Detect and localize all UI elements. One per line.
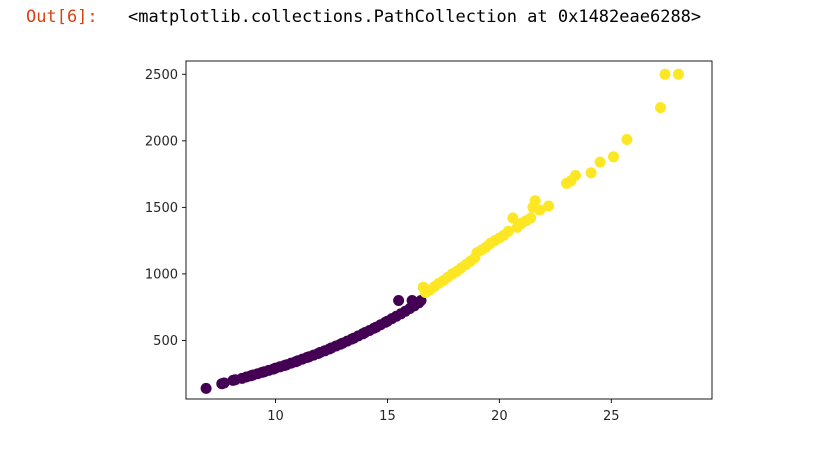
axes-layer: 10 15 20 25 500 1000 1500 2000 2500 — [145, 68, 620, 424]
y-tick-label-3: 2000 — [145, 134, 178, 149]
scatter-point-83 — [534, 204, 546, 216]
x-tick-label-2: 20 — [491, 409, 508, 424]
y-tick-label-2: 1500 — [145, 201, 178, 216]
y-tick-label-0: 500 — [153, 334, 178, 349]
points-layer — [200, 68, 684, 394]
scatter-point-87 — [570, 169, 581, 181]
x-tick-label-1: 15 — [379, 409, 396, 424]
x-tick-label-3: 25 — [603, 409, 620, 424]
output-text: <matplotlib.collections.PathCollection a… — [128, 7, 702, 27]
scatter-point-0 — [200, 382, 212, 394]
scatter-point-94 — [672, 68, 684, 80]
output-prompt: Out[6]: — [26, 7, 98, 27]
scatter-point-91 — [621, 134, 633, 145]
scatter-point-88 — [585, 167, 597, 179]
y-tick-label-1: 1000 — [145, 267, 178, 282]
x-tick-label-0: 10 — [267, 409, 284, 424]
scatter-point-89 — [594, 156, 606, 168]
scatter-point-2 — [218, 377, 230, 389]
scatter-point-90 — [608, 151, 619, 163]
plot-frame — [185, 60, 713, 400]
y-tick-label-4: 2500 — [145, 68, 178, 83]
scatter-point-92 — [655, 102, 666, 114]
scatter-point-84 — [543, 200, 555, 212]
scatter-point-47 — [393, 295, 405, 306]
scatter-point-54 — [415, 295, 427, 306]
scatter-point-93 — [659, 68, 671, 80]
scatter-point-80 — [525, 212, 537, 224]
scatter-point-75 — [502, 225, 514, 237]
scatter-point-82 — [529, 195, 541, 207]
scatter-point-76 — [507, 212, 519, 224]
